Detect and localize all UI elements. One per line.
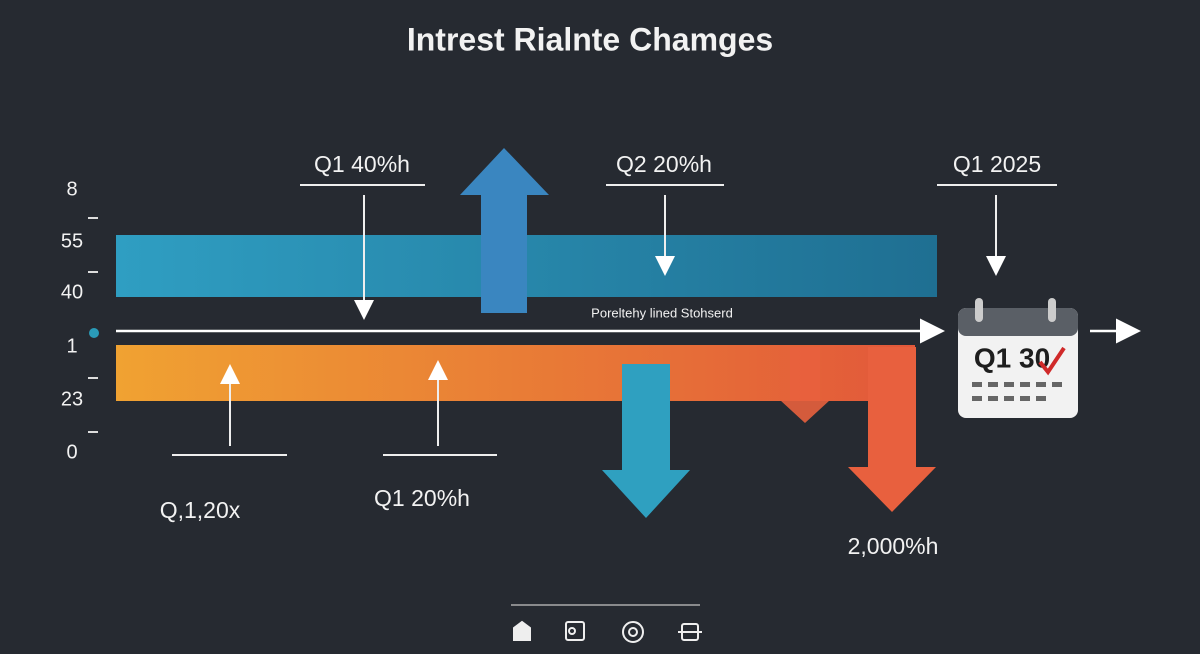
- scale-label: 40: [61, 281, 83, 303]
- top-label: Q1 40%h: [314, 151, 410, 177]
- down-arrow: [602, 364, 690, 518]
- top-label: Q2 20%h: [616, 151, 712, 177]
- title: Intrest Rialnte Chamges: [407, 21, 773, 57]
- line-label: Poreltehy lined Stohserd: [591, 305, 733, 320]
- scale-label: 55: [61, 230, 83, 252]
- calendar: Q1 30: [958, 298, 1078, 418]
- bottom-label: Q1 20%h: [374, 485, 470, 511]
- top-label: Q1 2025: [953, 151, 1041, 177]
- calendar-text: Q1 30: [974, 342, 1050, 373]
- down-arrow: [780, 347, 830, 423]
- up-arrow: [460, 148, 549, 313]
- scale-dot: [89, 328, 99, 338]
- footer-icons: [513, 620, 702, 643]
- bottom-label: 2,000%h: [848, 533, 939, 559]
- bottom-label: Q,1,20x: [160, 497, 241, 523]
- scale-label: 1: [66, 335, 77, 357]
- down-arrow: [848, 347, 936, 512]
- scale-label: 23: [61, 388, 83, 410]
- scale-label: 8: [66, 178, 77, 200]
- orange-band: [116, 345, 915, 401]
- scale-dashes: [88, 217, 98, 433]
- connectors: [172, 184, 1057, 456]
- scale-label: 0: [66, 441, 77, 463]
- scale: [88, 217, 99, 433]
